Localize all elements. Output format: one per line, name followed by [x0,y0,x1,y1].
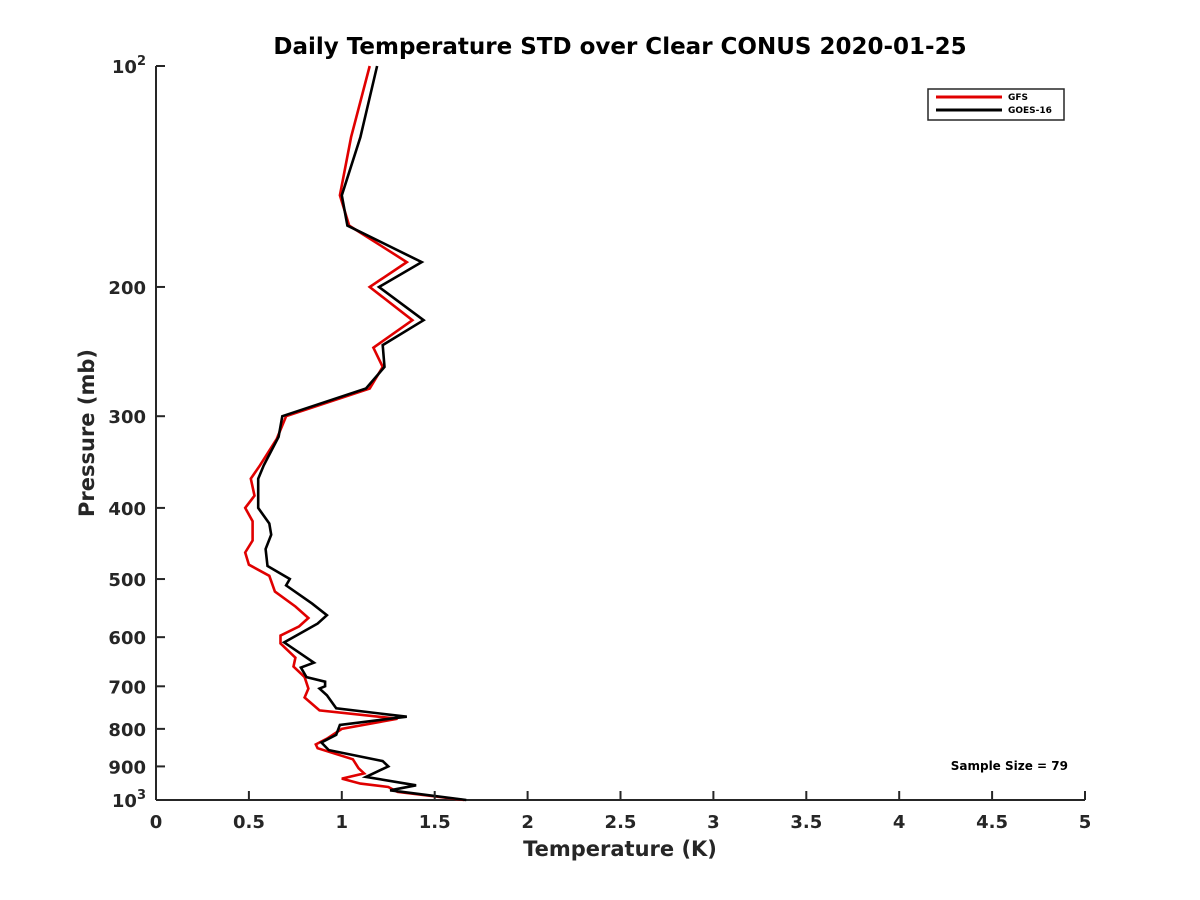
x-tick-label: 2.5 [605,812,637,833]
y-tick-label: 800 [108,720,146,741]
x-tick-label: 3.5 [790,812,822,833]
series-line-goes-16 [256,65,467,802]
y-tick-label: 500 [108,570,146,591]
sample-size-annotation: Sample Size = 79 [951,759,1068,773]
y-tick-label: 103 [112,788,146,812]
y-tick-label: 700 [108,677,146,698]
y-tick-label: 600 [108,628,146,649]
ticks-layer: 0 0.5 1 1.5 2 2.5 3 3.5 4 4.5 5 102 200 300 400 500 600 7… [108,54,1091,833]
chart-title: Daily Temperature STD over Clear CONUS 2… [273,34,966,60]
x-tick-label: 0 [150,812,163,833]
y-tick-label: 300 [108,407,146,428]
x-axis-label: Temperature (K) [523,837,717,861]
legend: GFS GOES-16 [927,88,1065,121]
x-tick-label: 1 [336,812,349,833]
axes-frame [155,66,1085,801]
series-line-gfs [243,65,465,802]
series-layer [243,65,467,802]
y-tick-label: 102 [112,54,146,78]
legend-label-goes-16: GOES-16 [1008,106,1052,116]
x-tick-label: 1.5 [419,812,451,833]
legend-box [927,88,1065,121]
x-tick-label: 3 [707,812,720,833]
y-tick-label: 200 [108,278,146,299]
x-tick-label: 4.5 [976,812,1008,833]
y-tick-label: 400 [108,499,146,520]
y-tick-label: 900 [108,757,146,778]
legend-label-gfs: GFS [1008,93,1028,103]
y-axis-label: Pressure (mb) [75,349,99,517]
x-tick-label: 4 [893,812,906,833]
x-tick-label: 2 [521,812,534,833]
x-tick-label: 5 [1079,812,1092,833]
x-tick-label: 0.5 [233,812,265,833]
